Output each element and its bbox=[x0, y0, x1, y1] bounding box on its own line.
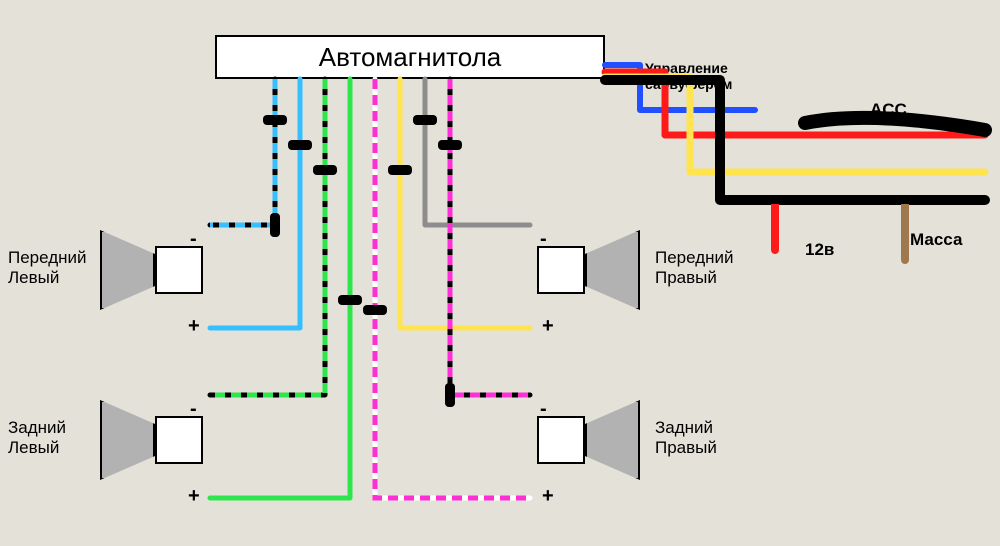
minus-sign: - bbox=[190, 228, 197, 251]
speaker-cone bbox=[585, 230, 640, 310]
minus-sign: - bbox=[540, 228, 547, 251]
wire-fl-minus-stripe bbox=[210, 79, 275, 225]
wire-bridge bbox=[263, 115, 287, 125]
wire-fl-minus bbox=[210, 79, 275, 225]
wire-fl-plus bbox=[210, 79, 300, 328]
label-mass: Масса bbox=[910, 230, 962, 250]
plus-sign: + bbox=[188, 315, 200, 338]
speaker-cone bbox=[100, 400, 155, 480]
speaker-box bbox=[155, 416, 203, 464]
wire-fr-minus bbox=[425, 79, 530, 225]
plus-sign: + bbox=[542, 315, 554, 338]
wire-rr-plus bbox=[375, 79, 530, 498]
wire-bridge bbox=[270, 213, 280, 237]
wire-rr-minus-stripe bbox=[450, 79, 530, 395]
speaker-box bbox=[155, 246, 203, 294]
label-rear-right: ЗаднийПравый bbox=[655, 418, 717, 457]
wire-rl-minus-stripe bbox=[210, 79, 325, 395]
speaker-box bbox=[537, 416, 585, 464]
plus-sign: + bbox=[188, 485, 200, 508]
wire-bridge bbox=[363, 305, 387, 315]
wire-bridge bbox=[338, 295, 362, 305]
wire-rr-minus bbox=[450, 79, 530, 395]
label-rear-left: ЗаднийЛевый bbox=[8, 418, 66, 457]
head-unit: Автомагнитола bbox=[215, 35, 605, 79]
wire-rl-plus bbox=[210, 79, 350, 498]
head-unit-label: Автомагнитола bbox=[319, 42, 502, 73]
wire-rl-minus bbox=[210, 79, 325, 395]
wire-bridge bbox=[288, 140, 312, 150]
wire-acc-black-overlay bbox=[805, 118, 985, 130]
wire-bridge bbox=[438, 140, 462, 150]
label-front-left: ПереднийЛевый bbox=[8, 248, 87, 287]
label-front-right: ПереднийПравый bbox=[655, 248, 734, 287]
label-12v: 12в bbox=[805, 240, 834, 260]
wire-rr-plus-stripe bbox=[375, 79, 530, 498]
speaker-cone bbox=[100, 230, 155, 310]
wire-mass-main bbox=[605, 80, 985, 200]
speaker-cone bbox=[585, 400, 640, 480]
label-acc: ACC bbox=[870, 100, 907, 120]
minus-sign: - bbox=[190, 398, 197, 421]
wire-bridge bbox=[413, 115, 437, 125]
wire-bridge bbox=[313, 165, 337, 175]
wire-bridge bbox=[445, 383, 455, 407]
wire-bridge bbox=[388, 165, 412, 175]
wire-fr-plus bbox=[400, 79, 530, 328]
label-sub-ctrl: Управлениесабвуфером bbox=[645, 60, 732, 92]
speaker-box bbox=[537, 246, 585, 294]
plus-sign: + bbox=[542, 485, 554, 508]
minus-sign: - bbox=[540, 398, 547, 421]
